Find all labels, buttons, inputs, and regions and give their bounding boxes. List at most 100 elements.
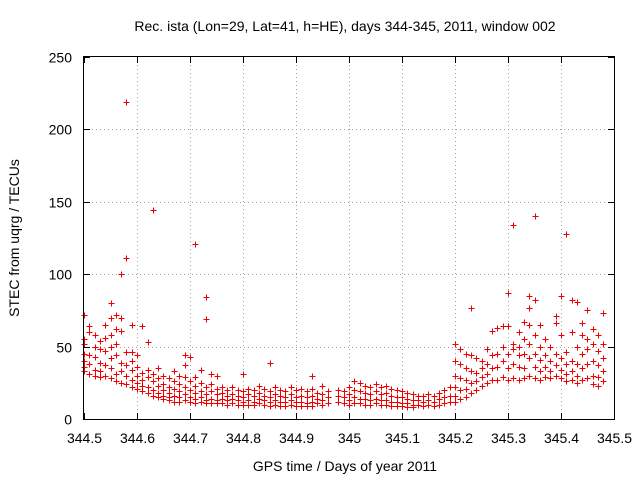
data-point: [574, 373, 581, 380]
data-point: [102, 362, 109, 369]
data-point: [399, 403, 406, 410]
data-point: [139, 388, 146, 395]
data-point: [547, 368, 554, 375]
data-point: [457, 375, 464, 382]
data-point: [383, 383, 390, 390]
data-point: [537, 344, 544, 351]
data-point: [97, 346, 104, 353]
data-point: [198, 388, 205, 395]
data-point: [240, 388, 247, 395]
x-tick-label: 344.8: [226, 430, 261, 446]
data-point: [187, 378, 194, 385]
data-point: [569, 377, 576, 384]
data-point: [214, 373, 221, 380]
data-point: [516, 377, 523, 384]
data-point: [590, 341, 597, 348]
data-point: [335, 393, 342, 400]
data-point: [288, 391, 295, 398]
data-point: [108, 300, 115, 307]
data-point: [436, 402, 443, 409]
data-point: [494, 377, 501, 384]
data-point: [436, 390, 443, 397]
data-point: [113, 312, 120, 319]
data-point: [182, 397, 189, 404]
data-points: [81, 99, 607, 411]
data-point: [600, 368, 607, 375]
data-point: [510, 361, 517, 368]
data-point: [171, 393, 178, 400]
data-point: [526, 373, 533, 380]
data-point: [404, 404, 411, 411]
data-point: [452, 399, 459, 406]
data-point: [176, 373, 183, 380]
data-point: [600, 341, 607, 348]
data-point: [129, 349, 136, 356]
data-point: [92, 344, 99, 351]
data-point: [574, 380, 581, 387]
data-point: [129, 322, 136, 329]
data-point: [150, 378, 157, 385]
data-point: [309, 393, 316, 400]
data-point: [145, 374, 152, 381]
data-point: [399, 394, 406, 401]
data-point: [590, 381, 597, 388]
y-tick-labels: 0 50 100 150 200 250: [49, 50, 73, 428]
data-point: [553, 373, 560, 380]
data-point: [92, 373, 99, 380]
data-point: [468, 390, 475, 397]
data-point: [537, 377, 544, 384]
data-point: [346, 384, 353, 391]
data-point: [325, 400, 332, 407]
data-point: [526, 322, 533, 329]
x-tick-label: 345.1: [385, 430, 420, 446]
data-point: [108, 315, 115, 322]
data-point: [319, 391, 326, 398]
x-tick-label: 345: [338, 430, 362, 446]
data-point: [420, 403, 427, 410]
data-point: [176, 399, 183, 406]
data-point: [123, 255, 130, 262]
data-point: [579, 377, 586, 384]
data-point: [219, 384, 226, 391]
data-point: [282, 388, 289, 395]
data-point: [357, 400, 364, 407]
data-point: [97, 374, 104, 381]
data-point: [473, 355, 480, 362]
data-point: [102, 348, 109, 355]
data-point: [134, 386, 141, 393]
data-point: [510, 375, 517, 382]
data-point: [92, 332, 99, 339]
data-point: [187, 387, 194, 394]
axis-ticks: [84, 57, 615, 420]
data-point: [139, 323, 146, 330]
data-point: [388, 393, 395, 400]
data-point: [113, 352, 120, 359]
data-point: [166, 384, 173, 391]
data-point: [378, 391, 385, 398]
data-point: [203, 294, 210, 301]
data-point: [267, 360, 274, 367]
data-point: [123, 362, 130, 369]
data-point: [537, 357, 544, 364]
data-point: [521, 375, 528, 382]
data-point: [187, 399, 194, 406]
data-point: [182, 391, 189, 398]
data-point: [160, 373, 167, 380]
data-point: [203, 384, 210, 391]
data-point: [590, 373, 597, 380]
data-point: [505, 323, 512, 330]
data-point: [81, 351, 88, 358]
data-point: [425, 402, 432, 409]
data-point: [516, 329, 523, 336]
data-point: [251, 402, 258, 409]
data-point: [373, 400, 380, 407]
data-point: [553, 362, 560, 369]
data-point: [150, 387, 157, 394]
data-point: [452, 341, 459, 348]
data-point: [431, 393, 438, 400]
data-point: [155, 394, 162, 401]
data-point: [553, 351, 560, 358]
data-point: [261, 402, 268, 409]
data-point: [203, 391, 210, 398]
data-point: [113, 341, 120, 348]
